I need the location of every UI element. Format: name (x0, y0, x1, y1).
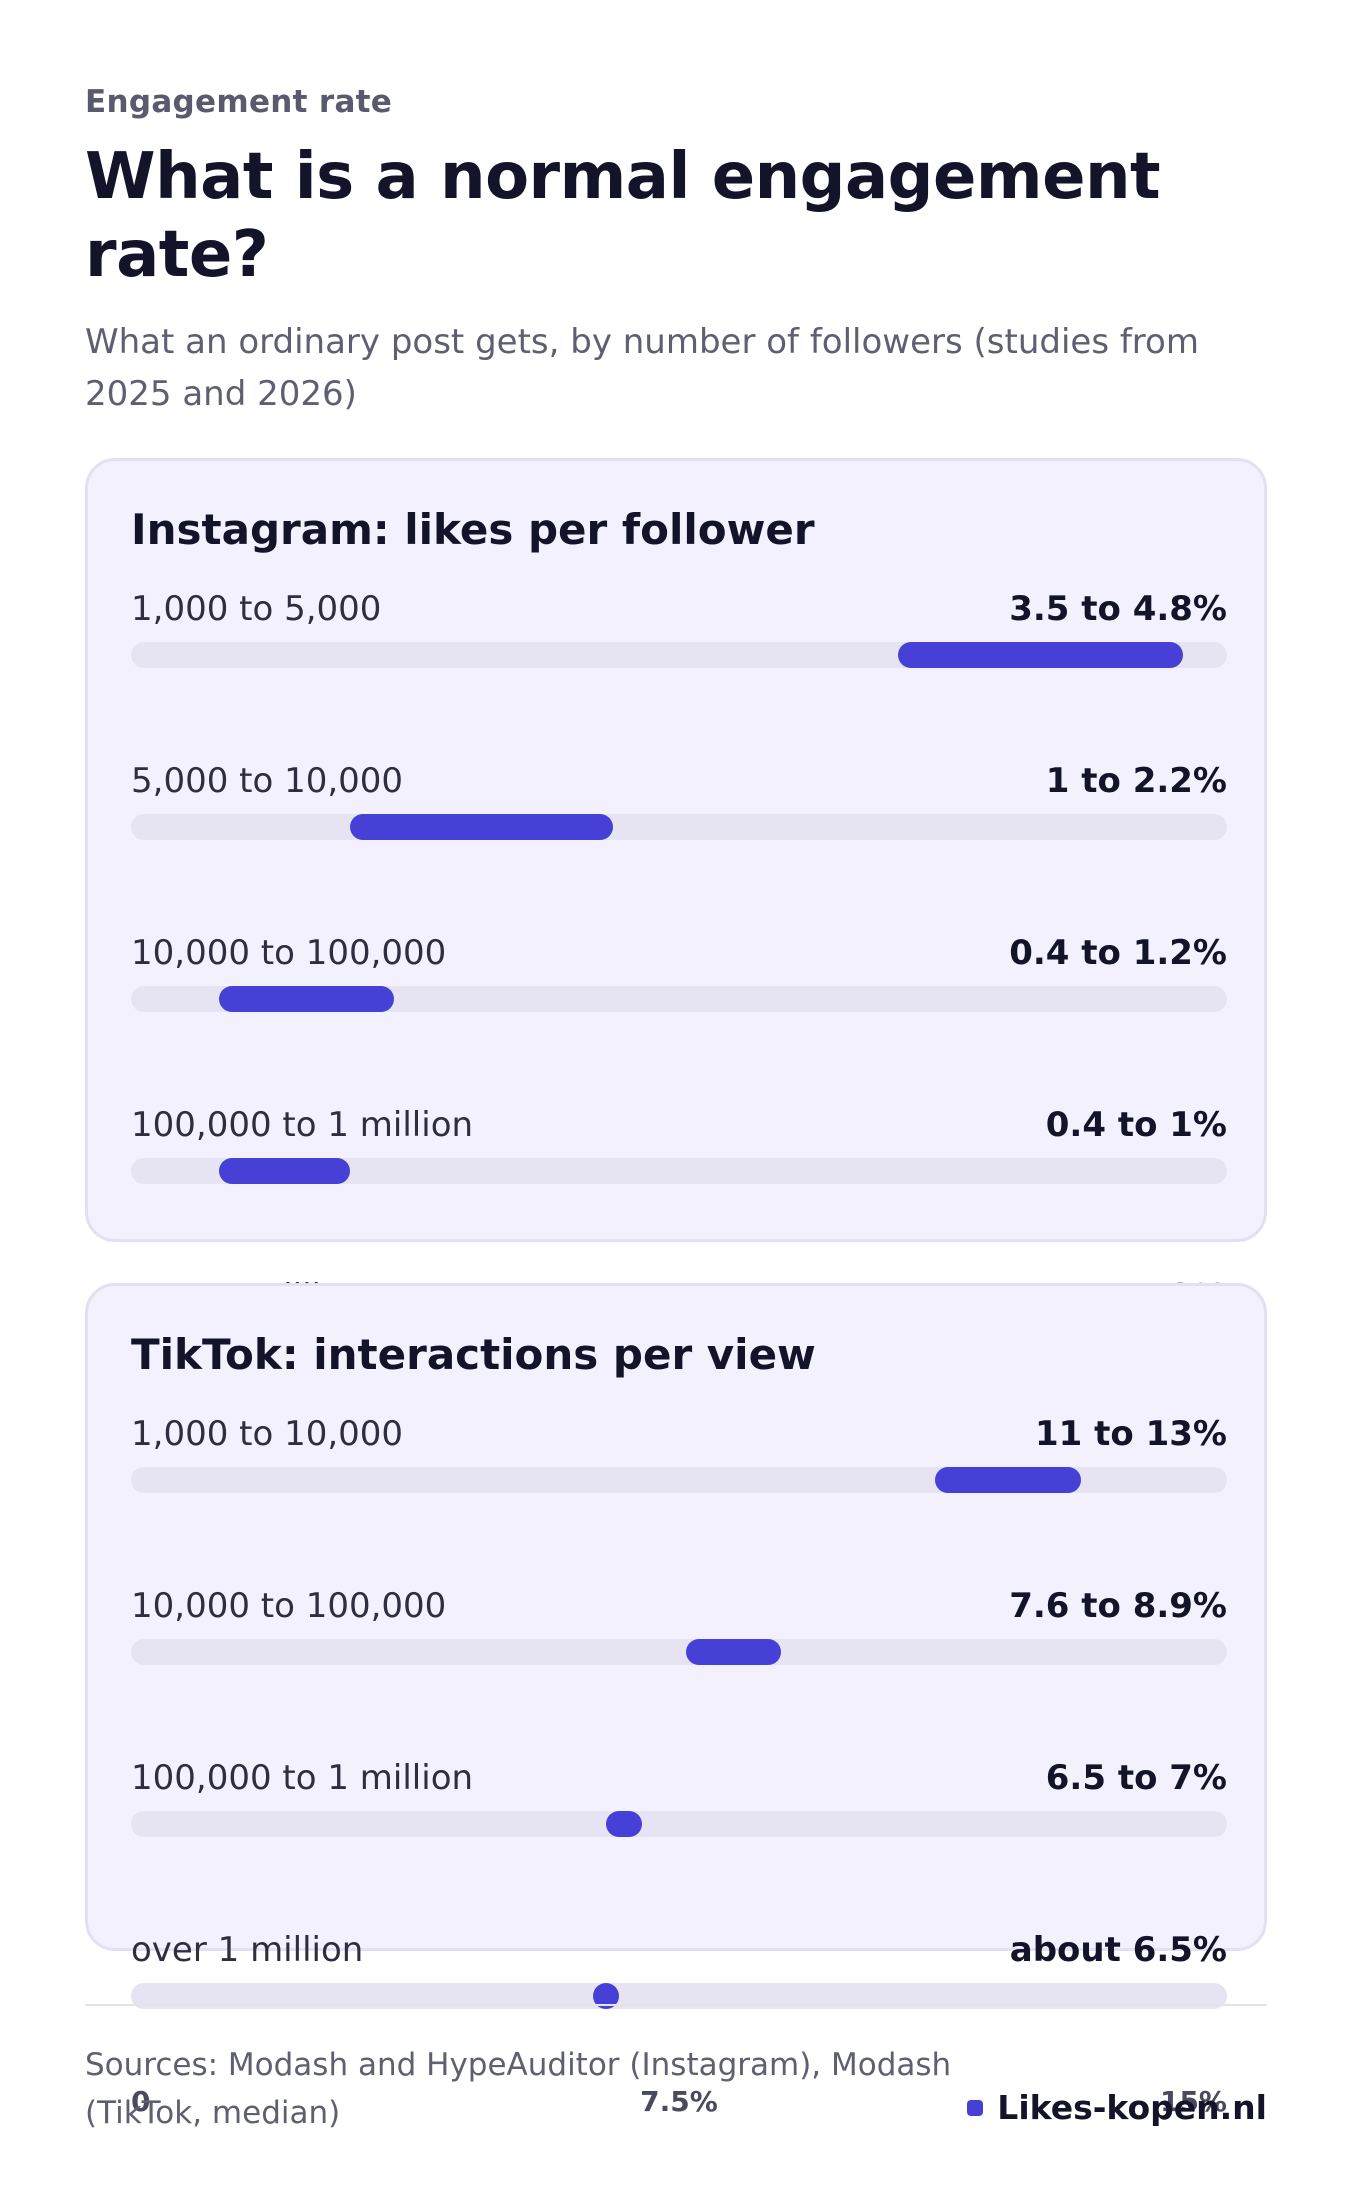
chart-row: 10,000 to 100,000 0.4 to 1.2% (131, 933, 1227, 1033)
page-title: What is a normal engagement rate? (85, 140, 1161, 292)
value-label: about 6.5% (1009, 1930, 1227, 1970)
chart-row: 10,000 to 100,000 7.6 to 8.9% (131, 1586, 1227, 1686)
value-label: 7.6 to 8.9% (1009, 1586, 1227, 1626)
range-bar (218, 986, 395, 1012)
range-bar (898, 642, 1184, 668)
bar-track (131, 1811, 1227, 1837)
range-bar (605, 1811, 643, 1837)
category-label: 5,000 to 10,000 (131, 761, 404, 801)
bar-track (131, 1158, 1227, 1184)
bar-track (131, 1639, 1227, 1665)
value-label: 1 to 2.2% (1045, 761, 1227, 801)
eyebrow-label: Engagement rate (85, 84, 393, 120)
brand-label: Likes-kopen.nl (997, 2088, 1267, 2127)
range-bar (686, 1639, 782, 1665)
brand-link[interactable]: Likes-kopen.nl (967, 2088, 1267, 2127)
bar-track (131, 1467, 1227, 1493)
category-label: 1,000 to 5,000 (131, 589, 382, 629)
tiktok-chart-card: TikTok: interactions per view 1,000 to 1… (85, 1283, 1267, 2118)
category-label: 10,000 to 100,000 (131, 933, 447, 973)
tick-label: 15% (1159, 2085, 1227, 2118)
page-subtitle: What an ordinary post gets, by number of… (85, 322, 1199, 414)
chart-row: 5,000 to 10,000 1 to 2.2% (131, 761, 1227, 861)
sources-note: Sources: Modash and HypeAuditor (Instagr… (85, 2047, 952, 2131)
value-label: 6.5 to 7% (1045, 1758, 1227, 1798)
range-bar (350, 814, 614, 840)
category-label: 100,000 to 1 million (131, 1105, 474, 1145)
range-bar (934, 1467, 1081, 1493)
chart-row: over 1 million about 6.5% (131, 1930, 1227, 2030)
value-label: 0.4 to 1% (1045, 1105, 1227, 1145)
bar-track (131, 814, 1227, 840)
x-axis: 0 7.5% 15% (131, 2085, 1227, 2121)
category-label: over 1 million (131, 1930, 364, 1970)
tick-label: 0 (131, 2085, 151, 2118)
bar-track (131, 642, 1227, 668)
chart-row: 1,000 to 10,000 11 to 13% (131, 1414, 1227, 1514)
bar-track (131, 986, 1227, 1012)
chart-row: 100,000 to 1 million 6.5 to 7% (131, 1758, 1227, 1858)
value-label: 0.4 to 1.2% (1009, 933, 1227, 973)
value-label: 3.5 to 4.8% (1009, 589, 1227, 629)
category-label: 1,000 to 10,000 (131, 1414, 404, 1454)
chart-row: 1,000 to 5,000 3.5 to 4.8% (131, 589, 1227, 689)
category-label: 10,000 to 100,000 (131, 1586, 447, 1626)
category-label: 100,000 to 1 million (131, 1758, 474, 1798)
chart-row: 100,000 to 1 million 0.4 to 1% (131, 1105, 1227, 1205)
instagram-chart-card: Instagram: likes per follower 1,000 to 5… (85, 458, 1267, 1465)
brand-square-icon (967, 2099, 984, 2116)
range-bar (218, 1158, 351, 1184)
chart-title: Instagram: likes per follower (131, 505, 815, 554)
footer-divider (85, 2004, 1267, 2006)
chart-title: TikTok: interactions per view (131, 1330, 816, 1379)
tick-label: 7.5% (640, 2085, 718, 2118)
value-label: 11 to 13% (1035, 1414, 1227, 1454)
